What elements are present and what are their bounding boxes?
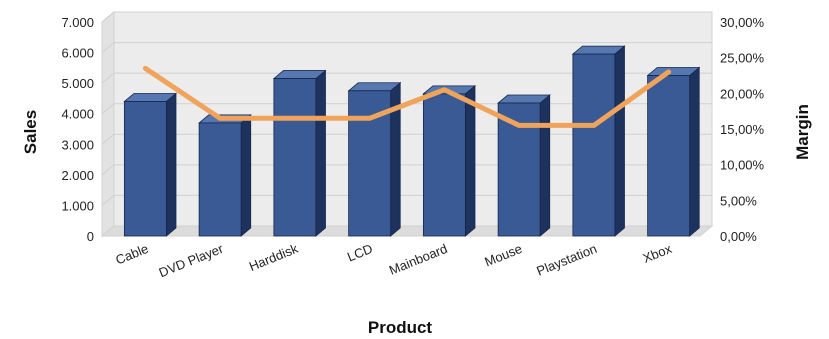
margin-point [667, 70, 671, 74]
x-tick-label: Xbox [641, 241, 675, 266]
bar [198, 114, 252, 237]
y2-tick-label: 15,00% [720, 122, 765, 137]
y2-tick-label: 10,00% [720, 158, 765, 173]
bar-top [272, 70, 327, 79]
margin-line-group [142, 65, 672, 128]
bar-side [689, 66, 700, 237]
y2-tick-label: 30,00% [720, 15, 765, 30]
bar [646, 66, 701, 237]
y-tick-label: 6.000 [61, 46, 94, 61]
bar [571, 45, 626, 237]
bar-side [614, 45, 625, 237]
y2-tick-label: 5,00% [720, 193, 757, 208]
side-wall [101, 10, 115, 238]
margin-line [142, 65, 672, 128]
y-axis-title: Sales [21, 110, 40, 154]
bar [422, 84, 477, 237]
y-tick-label: 4.000 [61, 107, 94, 122]
bar-side [240, 114, 252, 237]
bar-top [646, 67, 701, 76]
bar-side [539, 94, 551, 237]
x-tick-label: LCD [345, 241, 375, 265]
bar-front [273, 78, 317, 237]
bar-front [572, 53, 616, 237]
x-tick-label: Playstation [534, 241, 599, 279]
y2-axis-title: Margin [793, 104, 812, 160]
bar [497, 94, 551, 237]
y2-tick-label: 0,00% [720, 229, 757, 244]
bar-top [347, 82, 402, 92]
sales-axis: 0 1.000 2.000 3.000 4.000 5.000 6.000 7.000 [61, 15, 94, 244]
bar [123, 92, 178, 237]
y-tick-label: 2.000 [61, 168, 94, 183]
bar-top [571, 45, 626, 55]
bar [347, 81, 402, 237]
sales-bars [123, 45, 701, 237]
bar-top [123, 93, 178, 102]
bar-front [647, 75, 691, 237]
bar [272, 69, 327, 237]
margin-point [143, 66, 147, 70]
y2-tick-label: 25,00% [720, 51, 765, 66]
margin-point [218, 116, 222, 120]
product-axis: Cable DVD Player Harddisk LCD Mainboard Mouse… [113, 241, 674, 281]
bar-top [497, 94, 551, 104]
margin-point [293, 116, 297, 120]
bar-side [464, 84, 476, 237]
gridline [101, 42, 712, 53]
x-axis-title: Product [368, 318, 433, 337]
margin-point [592, 123, 596, 127]
x-tick-label: Harddisk [247, 241, 301, 274]
y-tick-label: 7.000 [61, 15, 94, 30]
y-tick-label: 3.000 [61, 137, 94, 152]
y-tick-label: 5.000 [61, 76, 94, 91]
gridline [101, 72, 712, 84]
margin-point [368, 116, 372, 120]
y-tick-label: 1.000 [61, 198, 94, 213]
x-tick-label: Mouse [482, 241, 524, 270]
margin-point [442, 88, 446, 92]
bar-side [165, 92, 177, 237]
bar-side [315, 69, 326, 237]
bar-front [198, 122, 242, 237]
y-tick-label: 0 [87, 229, 94, 244]
margin-axis: 0,00% 5,00% 10,00% 15,00% 20,00% 25,00% 30,00% [720, 15, 765, 244]
x-tick-label: Mainboard [387, 241, 450, 278]
gridline [101, 11, 712, 23]
bar-front [422, 93, 466, 237]
margin-point [517, 123, 521, 127]
y2-tick-label: 20,00% [720, 86, 765, 101]
x-tick-label: DVD Player [157, 241, 226, 281]
x-tick-label: Cable [113, 241, 150, 268]
bar-front [123, 101, 167, 237]
